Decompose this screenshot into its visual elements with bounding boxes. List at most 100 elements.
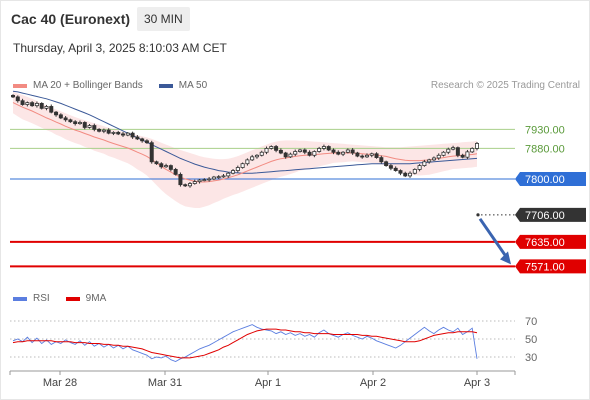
candle-body-83 [408,172,413,177]
candle-body-31 [159,163,164,168]
candle-body-58 [288,153,293,158]
candle-body-74 [364,154,369,158]
candle-body-64 [317,148,322,152]
candle-body-46 [231,170,236,174]
candle-body-66 [326,146,331,151]
candle-body-18 [97,128,102,132]
candle-body-69 [341,151,346,155]
candle-body-32 [164,165,169,168]
level-label-1: 7880.00 [525,143,565,155]
candle-body-9 [54,111,59,116]
ma9-legend-swatch [65,296,80,301]
candle-body-96 [470,148,475,153]
bollinger-band-area [13,91,477,208]
level-label-3: 7706.00 [525,210,565,222]
candle-body-86 [422,161,427,167]
candle-body-49 [245,159,250,165]
candle-body-67 [331,149,336,153]
candle-body-13 [73,121,78,125]
timeframe-button[interactable]: 30 MIN [137,7,190,31]
candle-body-80 [393,167,398,171]
candle-body-28 [144,140,149,144]
candle-body-12 [68,119,73,123]
rsi-legend-swatch [13,296,27,301]
candle-body-35 [178,173,183,186]
projection-arrow-head [500,251,511,265]
candle-body-75 [369,153,374,156]
candle-body-42 [211,176,216,180]
x-tick-label-1: Mar 31 [148,377,182,389]
candle-body-10 [58,114,63,119]
candle-body-27 [140,138,145,142]
candle-body-65 [321,146,326,149]
candle-body-88 [431,157,436,161]
ma50-line [12,90,478,174]
candle-body-21 [111,131,116,134]
candle-body-4 [30,102,35,107]
candle-body-94 [460,154,465,158]
candles [10,94,479,188]
rsi-tick-label-0: 70 [525,316,537,328]
rsi-series-rsi [12,324,478,362]
timestamp: Thursday, April 3, 2025 8:10:03 AM CET [13,41,227,55]
ma50-legend-swatch [158,83,173,88]
level-label-0: 7930.00 [525,124,565,136]
ma50-legend-label: MA 50 [178,80,208,91]
rsi-legend-label: RSI [33,293,50,304]
candle-body-34 [173,169,178,175]
candle-body-44 [221,175,226,178]
candle-body-2 [20,100,25,105]
candle-body-7 [44,106,49,109]
x-tick-label-0: Mar 28 [43,377,77,389]
candle-body-3 [25,102,30,105]
x-tick-label-2: Apr 1 [255,377,281,389]
candle-body-89 [436,154,441,159]
research-credit: Research © 2025 Trading Central [430,80,580,91]
price-legend: MA 20 + Bollinger Bands MA 50 [13,80,223,91]
rsi-series-9ma [12,328,478,359]
level-tag-3 [515,207,586,222]
candle-body-78 [384,161,389,167]
candle-body-47 [235,167,240,171]
candle-body-20 [106,129,111,134]
bollinger-legend-label: MA 20 + Bollinger Bands [33,80,143,91]
candle-body-63 [312,151,317,156]
candle-body-15 [82,122,87,128]
candle-body-92 [451,147,456,150]
candle-body-95 [465,151,470,158]
instrument-title: Cac 40 (Euronext) [11,11,131,27]
candle-body-6 [39,102,44,109]
level-tag-4 [515,234,586,249]
candle-body-87 [427,159,432,163]
candle-body-24 [125,132,130,136]
rsi-legend: RSI 9MA [13,293,122,304]
ma20-line [12,102,478,183]
level-label-5: 7571.00 [525,261,565,273]
candle-body-62 [307,151,312,156]
header-bar: Cac 40 (Euronext) 30 MIN [0,0,590,36]
candle-body-43 [216,176,221,179]
candle-body-38 [192,181,197,184]
candle-body-84 [412,169,417,174]
candle-body-17 [92,125,97,130]
candle-body-1 [15,96,20,102]
candle-body-25 [130,132,135,138]
candle-body-70 [345,149,350,153]
candle-body-23 [121,133,126,136]
projection-arrow-shaft [478,217,510,261]
candle-body-30 [154,161,159,165]
candle-body-77 [379,157,384,163]
candle-body-82 [403,172,408,177]
level-label-2: 7800.00 [525,174,565,186]
candle-body-36 [183,184,188,187]
candle-body-55 [274,146,279,151]
candle-body-72 [355,152,360,157]
candle-body-60 [298,149,303,152]
candle-body-59 [293,151,298,155]
rsi-tick-label-1: 50 [525,334,537,346]
candle-body-90 [441,151,446,156]
candle-body-41 [207,178,212,181]
candle-body-33 [168,165,173,170]
candle-body-19 [101,129,106,132]
